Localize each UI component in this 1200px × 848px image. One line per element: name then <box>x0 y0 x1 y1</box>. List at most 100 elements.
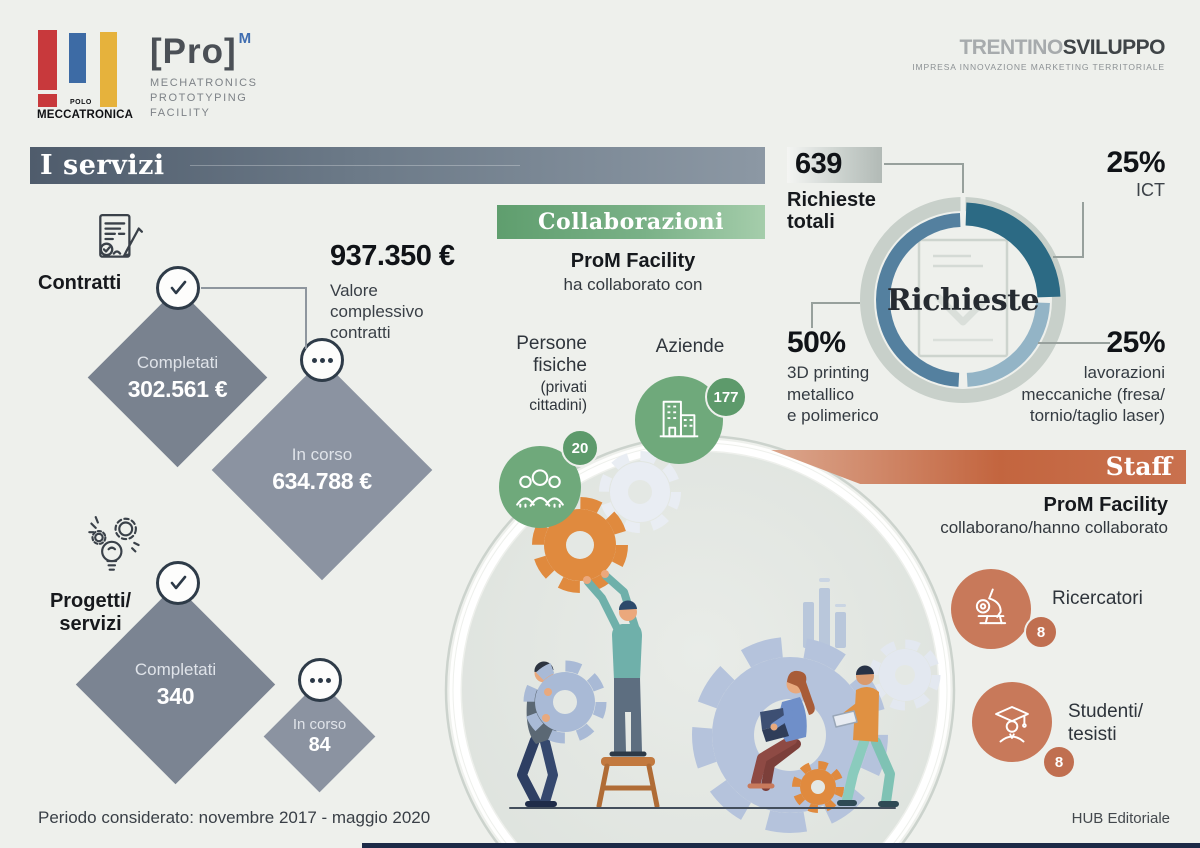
teamwork-gears-illustration <box>444 434 956 848</box>
building-icon <box>659 400 699 438</box>
persone-circle <box>499 446 581 528</box>
progetti-incorso-value: 84 <box>308 734 331 756</box>
section-header-servizi: I servizi <box>30 147 765 184</box>
studenti-circle <box>972 682 1052 762</box>
staff-org: ProM Facility <box>1043 494 1168 516</box>
contratti-incorso-label: In corso <box>291 445 353 464</box>
contratti-label: Contratti <box>38 272 122 294</box>
meccaniche-label-line-3: tornio/taglio laser) <box>1029 406 1165 425</box>
prom-logo: [Pro] M MECHATRONICS PROTOTYPING FACILITY <box>150 30 258 121</box>
prom-logo-sup: M <box>238 30 252 47</box>
contratti-completati-label: Completati <box>136 352 219 372</box>
people-group-icon <box>516 469 564 508</box>
staff-subtitle: collaborano/hanno collaborato <box>940 518 1168 537</box>
contratti-completati-value: 302.561 € <box>127 375 228 402</box>
ts-logo-light: TRENTINO <box>959 36 1063 59</box>
ellipsis-badge-progetti <box>298 658 342 702</box>
donut-segment-meccaniche <box>966 302 1050 387</box>
credit: HUB Editoriale <box>1071 810 1170 827</box>
progetti-label-line-1: Progetti/ <box>49 590 132 612</box>
printing-label-line-1: 3D printing <box>787 363 870 382</box>
studenti-label-line-1: Studenti/ <box>1068 701 1143 722</box>
ellipsis-icon <box>311 357 333 363</box>
diamond-progetti-completati: Completati 340 <box>75 584 276 785</box>
person-on-stool <box>583 570 647 757</box>
contratti-incorso-value: 634.788 € <box>272 468 372 494</box>
prom-logo-bracket: [Pro] <box>150 32 237 71</box>
ellipsis-badge-contratti <box>300 338 344 382</box>
persone-label-line-1: Persone <box>516 333 587 354</box>
aziende-label: Aziende <box>655 336 725 357</box>
segment-meccaniche: 25% lavorazioni meccaniche (fresa/ torni… <box>1021 326 1165 427</box>
donut-segment-3dprinting <box>876 213 961 387</box>
check-icon <box>170 575 187 590</box>
progetti-label: Progetti/ servizi <box>38 590 143 636</box>
meccaniche-label-line-2: meccaniche (fresa/ <box>1021 384 1165 404</box>
collaborazioni-title: Collaborazioni <box>538 209 724 235</box>
printing-pct: 50% <box>787 326 846 359</box>
staff-title: Staff <box>1105 452 1172 481</box>
microscope-icon <box>975 588 1007 625</box>
richieste-total-label: Richieste totali <box>787 189 876 233</box>
woman-sitting-in-gear <box>747 670 815 791</box>
logo-bar-blue <box>69 33 86 83</box>
printing-label-line-3: e polimerico <box>787 406 879 425</box>
ts-logo-bold: SVILUPPO <box>1062 36 1166 59</box>
prom-logo-line-2: PROTOTYPING <box>150 92 248 104</box>
ricercatori-label: Ricercatori <box>1052 588 1143 609</box>
document-watermark-icon <box>917 238 1009 358</box>
check-badge-progetti <box>156 561 200 605</box>
persone-label-line-2: fisiche <box>533 355 587 376</box>
ict-label: ICT <box>1136 180 1165 200</box>
richieste-total-box: 639 <box>787 147 882 183</box>
ricercatori-circle <box>951 569 1031 649</box>
studenti-count-badge: 8 <box>1042 745 1076 779</box>
progetti-incorso-label: In corso <box>292 716 347 733</box>
pale-gear-right-icon <box>869 639 941 711</box>
period-note: Periodo considerato: novembre 2017 - mag… <box>38 808 431 827</box>
carried-gear-icon <box>523 660 607 744</box>
contratti-caption-line-3: contratti <box>330 323 391 342</box>
contratti-total-value: 937.350 € <box>330 240 455 272</box>
polo-logo-name-text: MECCATRONICA <box>37 109 134 121</box>
section-header-collaborazioni: Collaborazioni <box>497 205 765 239</box>
ellipsis-icon <box>309 677 331 683</box>
studenti-label-line-2: tesisti <box>1068 724 1117 745</box>
aziende-count-badge: 177 <box>705 376 747 418</box>
donut-center-label: Richieste <box>886 283 1040 318</box>
contratti-caption-line-2: complessivo <box>330 302 424 321</box>
segment-3dprinting: 50% 3D printing metallico e polimerico <box>787 326 879 427</box>
ricercatori-count-badge: 8 <box>1024 615 1058 649</box>
header-accent-line <box>190 165 520 166</box>
bottom-accent-strip <box>362 843 1200 848</box>
meccaniche-pct: 25% <box>1106 326 1165 359</box>
contract-icon <box>99 213 143 258</box>
progetti-label-line-2: servizi <box>59 613 122 635</box>
persone-note-line-2: cittadini) <box>529 397 587 414</box>
trentino-sviluppo-logo: TRENTINOSVILUPPO IMPRESA INNOVAZIONE MAR… <box>912 36 1165 72</box>
ts-logo-tagline: IMPRESA INNOVAZIONE MARKETING TERRITORIA… <box>912 62 1165 72</box>
richieste-total-label-line-2: totali <box>787 211 835 233</box>
printing-label-line-2: metallico <box>787 384 855 404</box>
idea-gears-icon <box>88 516 140 571</box>
ict-pct: 25% <box>1106 146 1165 179</box>
meccaniche-label-line-1: lavorazioni <box>1083 363 1165 382</box>
persone-note-line-1: (privati <box>540 379 587 396</box>
progetti-completati-value: 340 <box>156 682 195 709</box>
prom-logo-line-3: FACILITY <box>150 107 211 119</box>
section-header-servizi-title: I servizi <box>40 150 165 181</box>
persone-count-badge: 20 <box>561 429 599 467</box>
richieste-donut-chart <box>860 195 1066 403</box>
pale-gear-top-icon <box>599 451 681 533</box>
segment-ict: 25% ICT <box>1106 146 1165 201</box>
bar-chart-doodle <box>803 578 846 648</box>
person-with-laptop <box>832 665 899 807</box>
contratti-total-caption: Valore complessivo contratti <box>330 280 424 343</box>
progetti-completati-label: Completati <box>134 659 217 679</box>
persone-label: Persone fisiche (privati cittadini) <box>477 333 587 415</box>
donut-segment-ict <box>965 202 1061 298</box>
collaborazioni-org: ProM Facility <box>570 250 696 272</box>
richieste-total-value: 639 <box>795 148 842 180</box>
logo-bar-red-top <box>38 30 57 90</box>
